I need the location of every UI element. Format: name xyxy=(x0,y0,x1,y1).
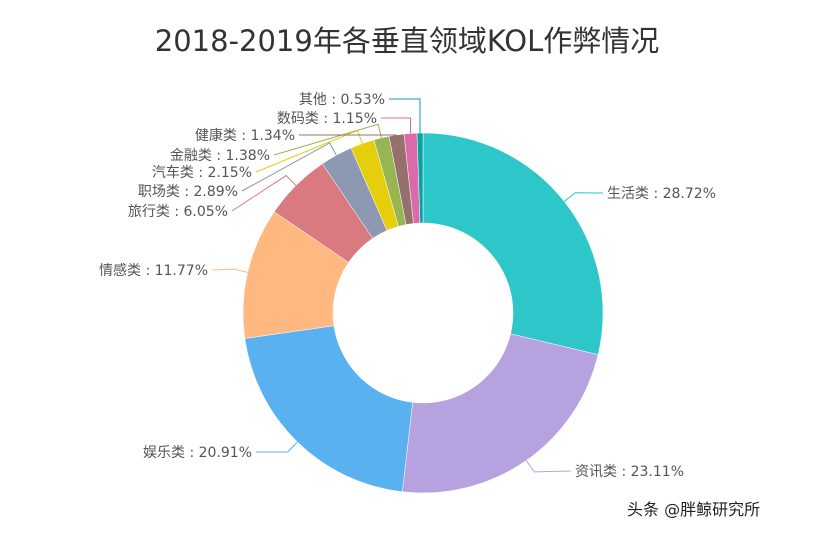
watermark: 头条 @胖鲸研究所 xyxy=(627,500,761,519)
leader-line xyxy=(231,174,297,212)
leader-line xyxy=(241,142,337,192)
leader-line xyxy=(273,123,382,156)
leader-line xyxy=(525,460,572,473)
chart-title: 2018-2019年各垂直领域KOL作弊情况 xyxy=(154,24,660,58)
data-label: 情感类 : 11.77% xyxy=(99,262,208,279)
data-label: 数码类 : 1.15% xyxy=(277,111,377,127)
slice-娱乐类[interactable] xyxy=(244,325,413,493)
leader-line xyxy=(563,192,604,202)
slice-生活类[interactable] xyxy=(422,132,604,355)
data-label: 健康类 : 1.34% xyxy=(195,127,295,144)
slice-资讯类[interactable] xyxy=(402,333,599,494)
data-label: 金融类 : 1.38% xyxy=(170,148,270,164)
leader-line xyxy=(389,98,421,134)
data-label: 生活类 : 28.72% xyxy=(607,186,716,202)
leader-line xyxy=(381,117,412,134)
leader-line xyxy=(211,268,248,273)
data-label: 汽车类 : 2.15% xyxy=(152,164,252,181)
data-label: 旅行类 : 6.05% xyxy=(128,204,228,220)
leader-line xyxy=(255,441,298,453)
slice-其他[interactable] xyxy=(416,132,424,224)
data-label: 职场类 : 2.89% xyxy=(138,184,238,200)
data-label: 娱乐类 : 20.91% xyxy=(143,445,252,461)
data-label: 资讯类 : 23.11% xyxy=(575,464,684,480)
data-label: 其他 : 0.53% xyxy=(299,92,385,108)
